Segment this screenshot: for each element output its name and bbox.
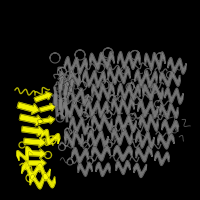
Polygon shape: [88, 130, 108, 148]
Polygon shape: [140, 115, 158, 132]
Polygon shape: [92, 114, 112, 132]
Polygon shape: [24, 137, 46, 148]
Polygon shape: [17, 146, 33, 161]
Polygon shape: [90, 52, 114, 70]
Polygon shape: [165, 88, 183, 104]
Polygon shape: [168, 58, 186, 74]
Polygon shape: [112, 97, 134, 115]
Polygon shape: [136, 131, 154, 149]
Polygon shape: [22, 162, 50, 181]
Polygon shape: [145, 52, 165, 70]
Polygon shape: [52, 93, 59, 105]
Polygon shape: [96, 162, 110, 176]
Polygon shape: [38, 116, 55, 124]
Polygon shape: [86, 100, 108, 118]
Polygon shape: [162, 120, 178, 135]
Polygon shape: [17, 102, 39, 114]
Polygon shape: [138, 100, 158, 118]
Polygon shape: [112, 128, 132, 145]
Polygon shape: [114, 146, 132, 161]
Polygon shape: [68, 87, 88, 106]
Polygon shape: [143, 83, 163, 101]
Polygon shape: [39, 103, 55, 112]
Polygon shape: [41, 130, 60, 145]
Polygon shape: [22, 126, 45, 136]
Polygon shape: [155, 151, 169, 165]
Polygon shape: [160, 71, 180, 87]
Polygon shape: [83, 70, 105, 88]
Polygon shape: [135, 70, 157, 88]
Polygon shape: [65, 57, 87, 75]
Polygon shape: [92, 83, 114, 101]
Polygon shape: [57, 98, 64, 110]
Polygon shape: [26, 149, 46, 159]
Polygon shape: [63, 81, 71, 95]
Polygon shape: [30, 173, 55, 189]
Polygon shape: [58, 75, 66, 90]
Polygon shape: [136, 146, 152, 162]
Polygon shape: [134, 163, 147, 177]
Polygon shape: [108, 66, 130, 84]
Polygon shape: [160, 103, 178, 119]
Polygon shape: [116, 161, 130, 174]
Polygon shape: [34, 92, 52, 102]
Polygon shape: [62, 100, 82, 118]
Polygon shape: [92, 145, 110, 161]
Polygon shape: [28, 159, 46, 167]
Polygon shape: [118, 52, 140, 69]
Polygon shape: [118, 84, 140, 101]
Polygon shape: [19, 114, 43, 126]
Polygon shape: [72, 148, 88, 163]
Polygon shape: [60, 70, 80, 87]
Polygon shape: [65, 130, 83, 147]
Polygon shape: [70, 117, 88, 135]
Polygon shape: [78, 162, 92, 176]
Polygon shape: [116, 115, 136, 132]
Polygon shape: [158, 133, 174, 149]
Polygon shape: [68, 78, 76, 92]
